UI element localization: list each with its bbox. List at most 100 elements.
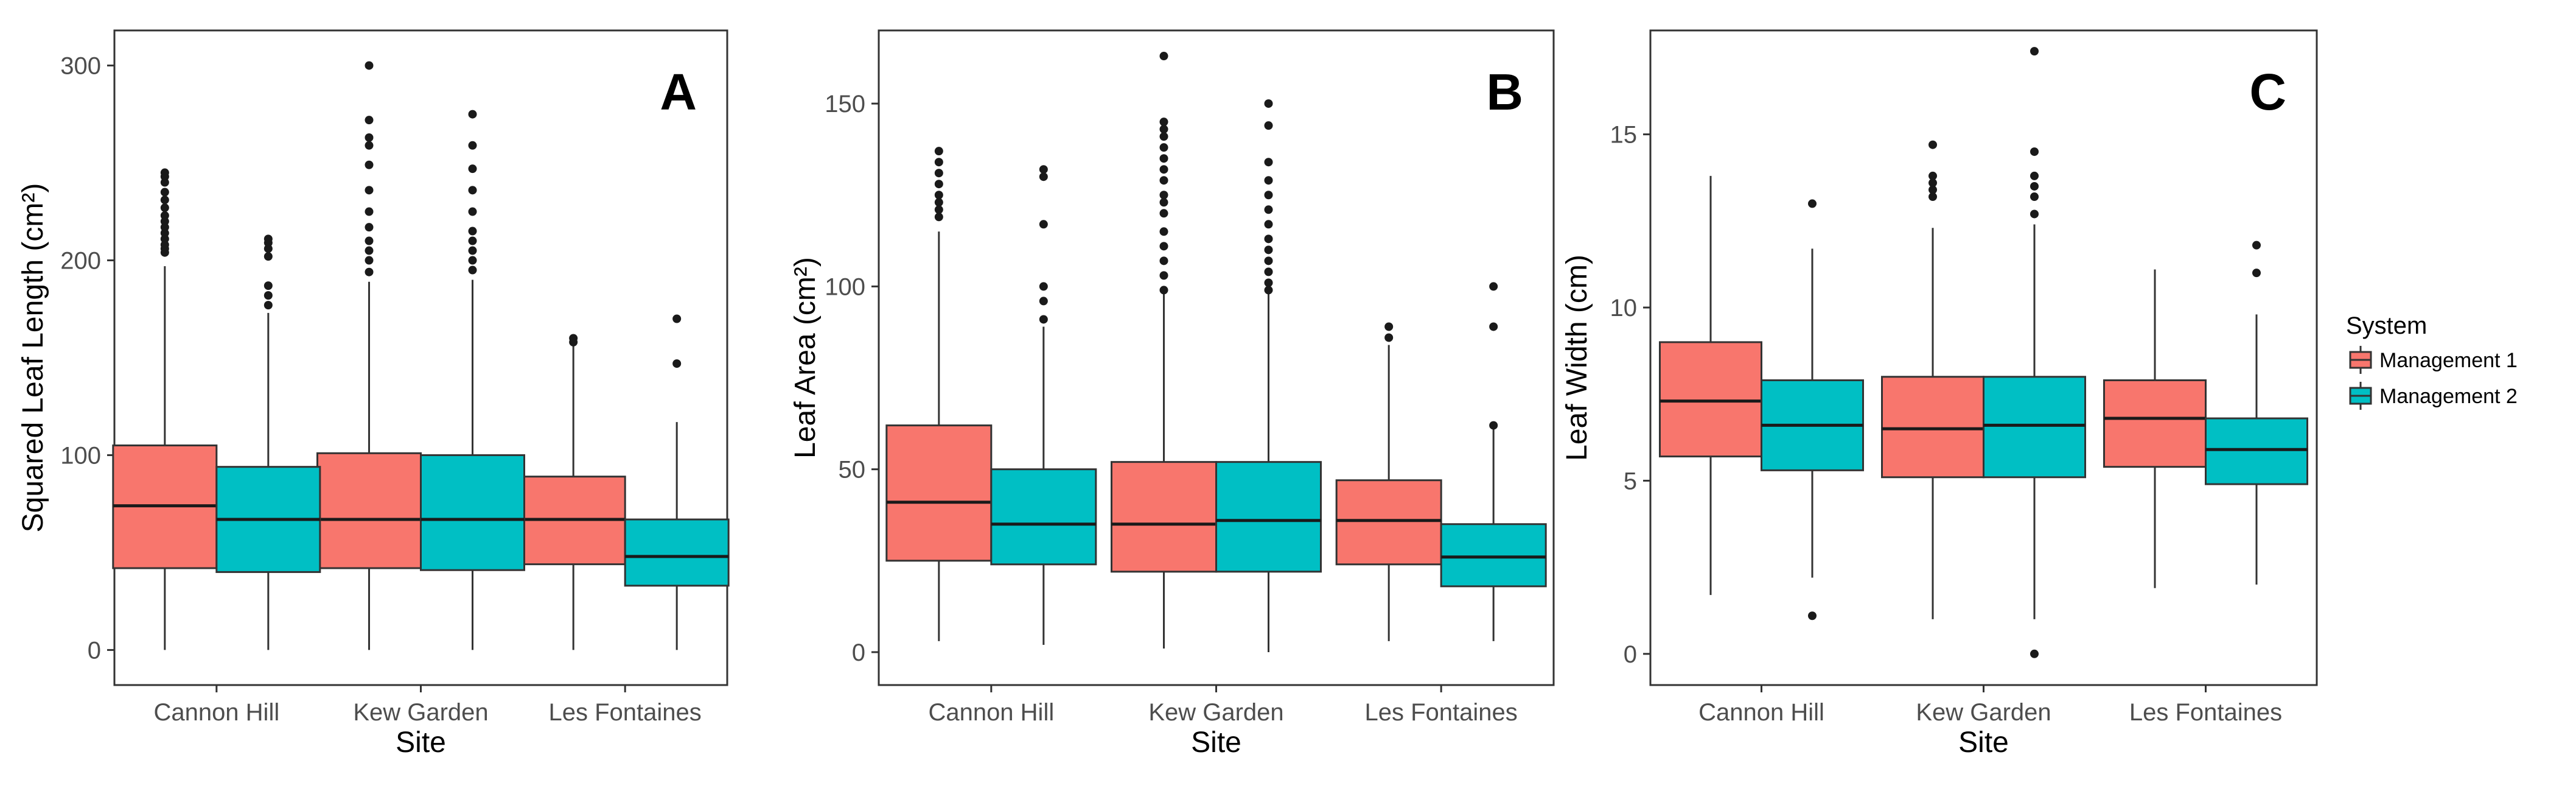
outlier-point	[468, 186, 477, 195]
iqr-box	[624, 518, 730, 587]
box-cannon-hill-management-1	[112, 168, 218, 650]
outlier-point	[934, 198, 943, 207]
box-les-fontaines-management-2	[1440, 282, 1547, 641]
outlier-point	[468, 246, 477, 255]
outlier-point	[2030, 649, 2039, 658]
panel-a: 0 100 200 300 Cannon Hill Kew Garden Les Fonta…	[17, 29, 730, 759]
outlier-point	[365, 141, 374, 150]
outlier-point	[365, 223, 374, 232]
outlier-point	[160, 223, 169, 232]
outlier-point	[160, 195, 169, 205]
panel-c: 0 5 10 15 Cannon Hill Kew Garden Les Fontaines…	[1561, 29, 2318, 759]
outlier-point	[1929, 185, 1937, 194]
outlier-point	[1929, 178, 1937, 188]
outlier-point	[1159, 271, 1168, 280]
outlier-point	[1159, 242, 1168, 251]
y-tick-label: 0	[852, 639, 865, 666]
outlier-point	[264, 244, 273, 253]
x-tick-label-les-fontaines: Les Fontaines	[1365, 699, 1518, 726]
outlier-point	[1159, 125, 1168, 134]
outlier-point	[672, 314, 682, 323]
x-tick-label-kew-garden: Kew Garden	[353, 699, 488, 726]
iqr-box	[1335, 479, 1442, 566]
outlier-point	[1489, 421, 1498, 430]
box-kew-garden-management-1	[1111, 52, 1217, 649]
x-tick-label-les-fontaines: Les Fontaines	[549, 699, 702, 726]
outlier-point	[1039, 282, 1048, 291]
outlier-point	[365, 116, 374, 125]
outlier-point	[1264, 176, 1273, 185]
outlier-point	[1159, 154, 1168, 163]
iqr-box	[1215, 461, 1322, 573]
y-tick-label: 10	[1610, 295, 1638, 322]
x-tick-label-cannon-hill: Cannon Hill	[153, 699, 279, 726]
iqr-box	[2103, 379, 2207, 468]
y-tick-label: 50	[839, 457, 866, 483]
outlier-point	[672, 359, 682, 368]
outlier-point	[1159, 191, 1168, 200]
outlier-point	[365, 61, 374, 70]
x-axis-title: Site	[1958, 726, 2009, 759]
box-cannon-hill-management-2	[1761, 199, 1864, 620]
box-kew-garden-management-2	[420, 110, 525, 650]
panel-letter: C	[2249, 63, 2286, 121]
y-tick-label: 150	[825, 91, 865, 118]
outlier-point	[365, 267, 374, 276]
outlier-point	[264, 252, 273, 261]
outlier-point	[1384, 333, 1394, 342]
box-kew-garden-management-2	[1983, 47, 2086, 658]
outlier-point	[160, 217, 169, 226]
iqr-box	[2205, 417, 2308, 485]
outlier-point	[468, 141, 477, 150]
outlier-point	[365, 256, 374, 265]
panel-letter: B	[1486, 63, 1523, 121]
x-axis-title: Site	[396, 726, 446, 759]
outlier-point	[1159, 118, 1168, 127]
outlier-point	[264, 291, 273, 300]
x-tick-label-cannon-hill: Cannon Hill	[928, 699, 1054, 726]
y-tick-label: 100	[60, 442, 101, 469]
legend-title: System	[2346, 312, 2427, 339]
legend-label-management-2: Management 2	[2379, 385, 2518, 408]
outlier-point	[1039, 297, 1048, 306]
outlier-point	[160, 211, 169, 220]
outlier-point	[1384, 322, 1394, 331]
outlier-point	[934, 213, 943, 222]
outlier-point	[1929, 140, 1937, 149]
box-kew-garden-management-2	[1215, 99, 1322, 652]
outlier-point	[365, 186, 374, 195]
box-cannon-hill-management-2	[990, 165, 1097, 645]
outlier-point	[1039, 220, 1048, 229]
outlier-point	[1159, 165, 1168, 174]
outlier-point	[264, 281, 273, 290]
outlier-point	[160, 188, 169, 197]
outlier-point	[1264, 220, 1273, 229]
legend: System Management 1 Management 2	[2346, 312, 2518, 410]
iqr-box	[1881, 376, 1984, 479]
outlier-point	[1159, 286, 1168, 295]
iqr-box	[316, 452, 422, 569]
outlier-point	[1264, 205, 1273, 214]
y-tick-label: 0	[88, 637, 101, 664]
plot-area	[113, 29, 728, 686]
legend-label-management-1: Management 1	[2379, 349, 2518, 372]
outlier-point	[2030, 47, 2039, 56]
outlier-point	[1264, 121, 1273, 130]
outlier-point	[160, 234, 169, 244]
outlier-point	[1489, 322, 1498, 331]
y-axis-title: Leaf Area (cm²)	[789, 257, 822, 459]
y-axis-title: Squared Leaf Length (cm²)	[17, 183, 49, 533]
outlier-point	[1264, 286, 1273, 295]
outlier-point	[1264, 256, 1273, 265]
panel-letter: A	[660, 63, 697, 121]
outlier-point	[1159, 132, 1168, 141]
outlier-point	[1489, 282, 1498, 291]
box-kew-garden-management-1	[1881, 140, 1984, 619]
box-les-fontaines-management-1	[520, 334, 626, 650]
outlier-point	[1929, 192, 1937, 202]
legend-key-management-1	[2349, 346, 2372, 374]
outlier-point	[1264, 191, 1273, 200]
outlier-point	[160, 178, 169, 187]
y-axis-title: Leaf Width (cm)	[1561, 255, 1593, 461]
